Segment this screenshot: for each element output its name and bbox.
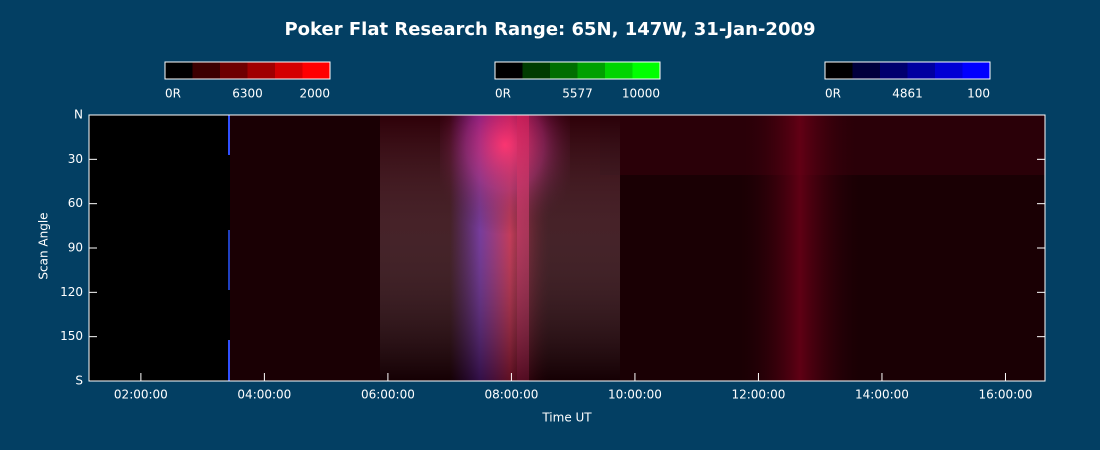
colorbar-frame (824, 61, 991, 80)
y-axis-label: Scan Angle (37, 212, 51, 279)
y-tick-label: 90 (68, 241, 83, 255)
colorbar-segment (220, 62, 248, 79)
colorbar-label: 5577 (562, 87, 593, 101)
colorbar-segment (192, 62, 220, 79)
y-tick-label: S (75, 374, 83, 388)
colorbar-label: 6300 (232, 87, 263, 101)
colorbar-label: 0R (165, 87, 181, 101)
x-tick-label: 04:00:00 (237, 388, 291, 402)
colorbar-segment (880, 62, 908, 79)
colorbar-label: 10000 (622, 87, 660, 101)
colorbar-segment (275, 62, 303, 79)
x-tick-label: 02:00:00 (114, 388, 168, 402)
colorbar-segment (852, 62, 880, 79)
y-tick-label: 30 (68, 152, 83, 166)
colorbar-segment (247, 62, 275, 79)
y-tick-label: 120 (60, 285, 83, 299)
y-tick-label: 150 (60, 329, 83, 343)
x-tick-label: 12:00:00 (731, 388, 785, 402)
colorbar-frame (494, 61, 661, 80)
colorbar-label: 100 (967, 87, 990, 101)
x-tick-label: 08:00:00 (484, 388, 538, 402)
colorbar-frame (164, 61, 331, 80)
colorbar-segment (302, 62, 330, 79)
x-axis-label: Time UT (541, 411, 592, 425)
chart-title: Poker Flat Research Range: 65N, 147W, 31… (284, 19, 815, 40)
colorbar-segment (962, 62, 990, 79)
y-tick-label: 60 (68, 196, 83, 210)
y-tick-label: N (74, 108, 83, 122)
colorbar-segment (165, 62, 193, 79)
colorbar-segment (935, 62, 963, 79)
colorbar-segment (577, 62, 605, 79)
colorbar-segment (522, 62, 550, 79)
colorbar-segment (495, 62, 523, 79)
colorbar-segment (605, 62, 633, 79)
colorbar-label: 4861 (892, 87, 923, 101)
colorbar-segment (907, 62, 935, 79)
keogram-image (88, 114, 1046, 382)
x-tick-label: 10:00:00 (608, 388, 662, 402)
x-tick-label: 14:00:00 (855, 388, 909, 402)
colorbar-segment (825, 62, 853, 79)
x-tick-label: 16:00:00 (979, 388, 1033, 402)
colorbar-label: 0R (495, 87, 511, 101)
x-tick-label: 06:00:00 (361, 388, 415, 402)
colorbar-segment (550, 62, 578, 79)
colorbar-label: 0R (825, 87, 841, 101)
colorbar-label: 2000 (299, 87, 330, 101)
colorbar-segment (632, 62, 660, 79)
